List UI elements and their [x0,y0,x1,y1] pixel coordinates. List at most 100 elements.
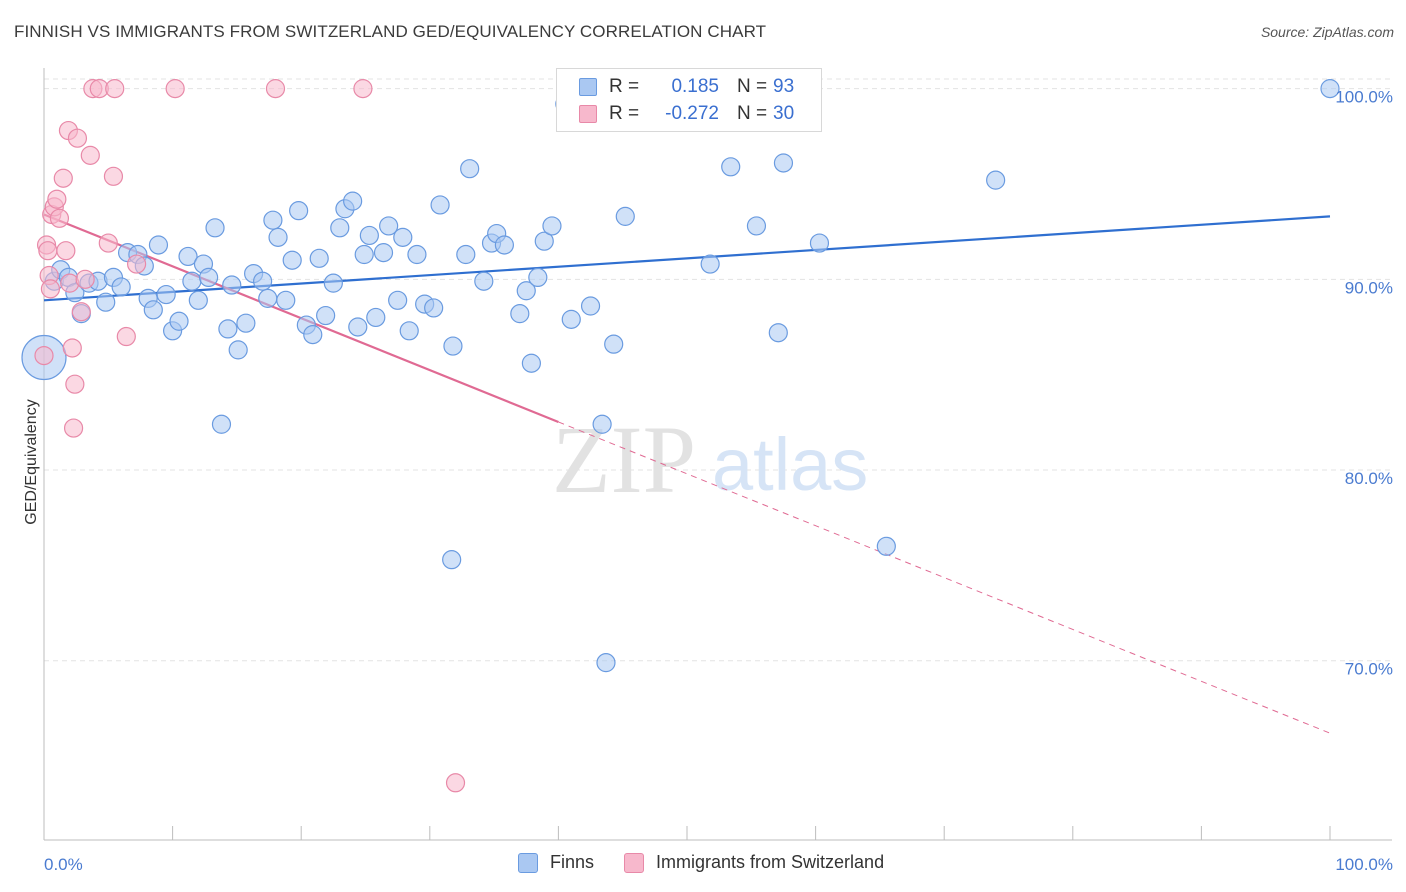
finns-point [876,536,896,556]
finns-point [182,271,202,291]
finns-point [746,216,767,236]
legend-item-swiss[interactable]: Immigrants from Switzerland [624,852,884,873]
watermark: ZIP atlas [552,406,868,513]
finns-point [323,273,343,293]
swiss-r-value: -0.272 [665,103,719,124]
finns-point [592,414,612,434]
swiss-legend-swatch [624,852,645,873]
finns-point [528,267,548,288]
finns-point [354,244,374,265]
watermark-zip: ZIP [552,406,696,513]
x-tick-label: 100.0% [1335,855,1393,874]
finns-point [178,246,198,267]
finns-point [986,170,1006,190]
x-tick-label: 0.0% [44,855,83,874]
finns-point [143,300,163,320]
finns-point [373,243,394,263]
finns-point [430,195,450,215]
swiss-swatch [579,105,597,123]
swiss-point [98,233,118,253]
finns-point [330,218,350,238]
finns-point [615,206,635,226]
finns-point [188,290,208,310]
finns-point [561,309,581,329]
swiss-point [103,166,124,186]
finns-point [303,325,323,345]
finns-point [474,271,494,291]
finns-point [236,313,256,333]
finns-point [460,159,480,179]
finns-point [96,292,116,312]
finns-point [348,317,368,337]
swiss-point [71,302,91,322]
swiss-point [56,241,76,261]
finns-n-label: N = [737,76,768,97]
swiss-point [62,338,82,358]
finns-point [442,550,462,570]
finns-point [222,275,242,295]
legend-row-swiss: R = -0.272 N = 30 [579,102,794,126]
swiss-legend-label: Immigrants from Switzerland [656,852,885,872]
finns-point [253,271,273,291]
finns-point [596,653,616,673]
finns-r-value: 0.185 [671,76,719,97]
swiss-point [40,279,61,299]
finns-point [148,235,169,255]
finns-point [309,248,329,268]
finns-point [156,284,176,305]
swiss-n-label: N = [737,103,768,124]
swiss-point [67,128,88,148]
finns-legend-swatch [518,852,538,873]
finns-point [580,296,601,316]
finns-point [282,250,302,270]
finns-point [510,304,530,324]
finns-point [211,414,232,434]
finns-point [534,231,554,251]
y-axis-title: GED/Equivalency [23,399,40,524]
finns-point [542,216,562,236]
finns-n-value: 93 [773,76,795,97]
finns-point [316,305,336,326]
finns-r-label: R = [609,76,640,97]
x-tick-labels: 0.0% 100.0% [44,855,1393,874]
y-tick-label: 80.0% [1345,469,1393,488]
stats-legend: R = 0.185 N = 93 R = -0.272 N = 30 [556,68,822,132]
finns-point [169,311,189,331]
finns-point [424,298,444,318]
finns-point [388,290,408,310]
finns-point [407,244,427,265]
finns-point [263,210,283,230]
finns-point [268,227,288,247]
swiss-trend-line-extrapolated [558,421,1331,734]
finns-point [366,307,386,328]
finns-point [700,254,720,274]
finns-point [494,235,514,255]
swiss-point [126,254,147,274]
finns-point [399,321,419,341]
finns-point [205,218,225,238]
swiss-point [47,189,67,209]
y-tick-label: 100.0% [1335,88,1393,107]
finns-point [258,288,278,308]
source-label: Source: ZipAtlas.com [1260,24,1394,40]
swiss-point [38,241,58,261]
axes [43,68,1392,841]
finns-point [379,216,399,236]
finns-point [289,201,309,221]
swiss-point [105,79,125,99]
swiss-point [165,79,185,99]
legend-item-finns[interactable]: Finns [518,852,594,873]
swiss-point [63,418,84,438]
finns-point [276,290,296,310]
legend-row-finns: R = 0.185 N = 93 [579,75,794,99]
y-tick-labels: 70.0% 80.0% 90.0% 100.0% [1335,88,1393,679]
chart-title: FINNISH VS IMMIGRANTS FROM SWITZERLAND G… [14,22,767,41]
finns-point [111,277,131,297]
finns-point [343,191,363,211]
finns-swatch [579,78,597,96]
swiss-n-value: 30 [773,103,795,124]
finns-point [228,340,248,360]
swiss-point [265,79,286,99]
finns-point [443,336,463,356]
